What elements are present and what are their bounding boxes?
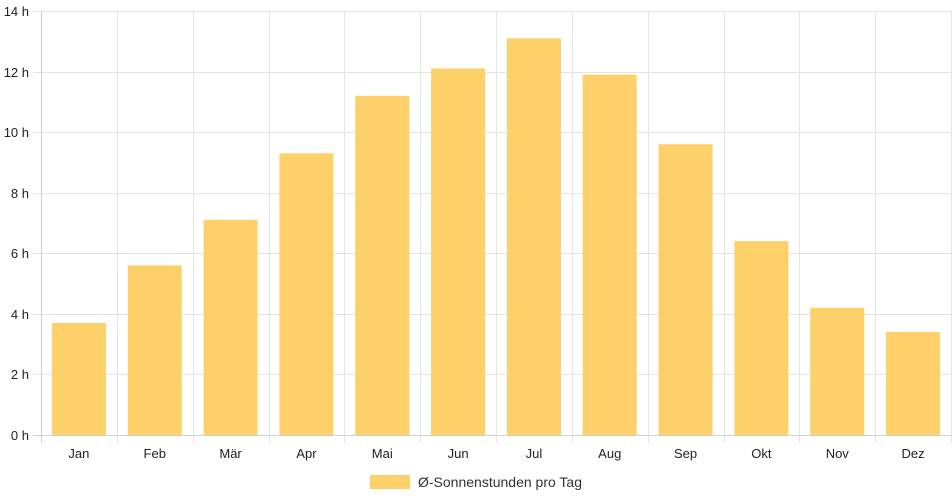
bar-sep[interactable] bbox=[658, 144, 713, 435]
grid-lines bbox=[33, 11, 952, 443]
y-tick-label: 2 h bbox=[11, 367, 29, 382]
x-tick-label: Apr bbox=[296, 446, 317, 461]
bar-okt[interactable] bbox=[734, 241, 789, 435]
bars bbox=[51, 38, 941, 436]
x-tick-label: Sep bbox=[674, 446, 697, 461]
bar-mai[interactable] bbox=[355, 95, 410, 436]
x-tick-label: Feb bbox=[144, 446, 166, 461]
legend-swatch[interactable] bbox=[370, 475, 410, 489]
bar-nov[interactable] bbox=[810, 307, 865, 435]
x-tick-label: Mai bbox=[372, 446, 393, 461]
y-tick-label: 14 h bbox=[4, 4, 29, 19]
x-tick-label: Dez bbox=[902, 446, 925, 461]
bar-jul[interactable] bbox=[506, 38, 561, 435]
bar-apr[interactable] bbox=[279, 153, 334, 436]
axes: 0 h 2 h 4 h 6 h 8 h 10 h 12 h 14 h Jan Feb Mär Apr M… bbox=[4, 4, 925, 461]
y-tick-label: 8 h bbox=[11, 186, 29, 201]
legend[interactable]: Ø-Sonnenstunden pro Tag bbox=[370, 474, 582, 490]
x-tick-label: Jun bbox=[448, 446, 469, 461]
x-tick-label: Nov bbox=[826, 446, 850, 461]
y-tick-label: 6 h bbox=[11, 246, 29, 261]
y-tick-label: 0 h bbox=[11, 428, 29, 443]
x-tick-label: Okt bbox=[751, 446, 772, 461]
bar-feb[interactable] bbox=[127, 265, 182, 435]
legend-label[interactable]: Ø-Sonnenstunden pro Tag bbox=[418, 474, 582, 490]
bar-mär[interactable] bbox=[203, 219, 258, 435]
bar-dez[interactable] bbox=[886, 332, 941, 435]
y-tick-label: 4 h bbox=[11, 307, 29, 322]
x-tick-label: Mär bbox=[219, 446, 242, 461]
x-tick-label: Aug bbox=[598, 446, 621, 461]
y-tick-label: 10 h bbox=[4, 125, 29, 140]
y-tick-label: 12 h bbox=[4, 65, 29, 80]
bar-jan[interactable] bbox=[51, 322, 106, 435]
bar-jun[interactable] bbox=[431, 68, 486, 436]
x-tick-label: Jan bbox=[68, 446, 89, 461]
x-tick-label: Jul bbox=[526, 446, 543, 461]
bar-aug[interactable] bbox=[582, 74, 637, 435]
